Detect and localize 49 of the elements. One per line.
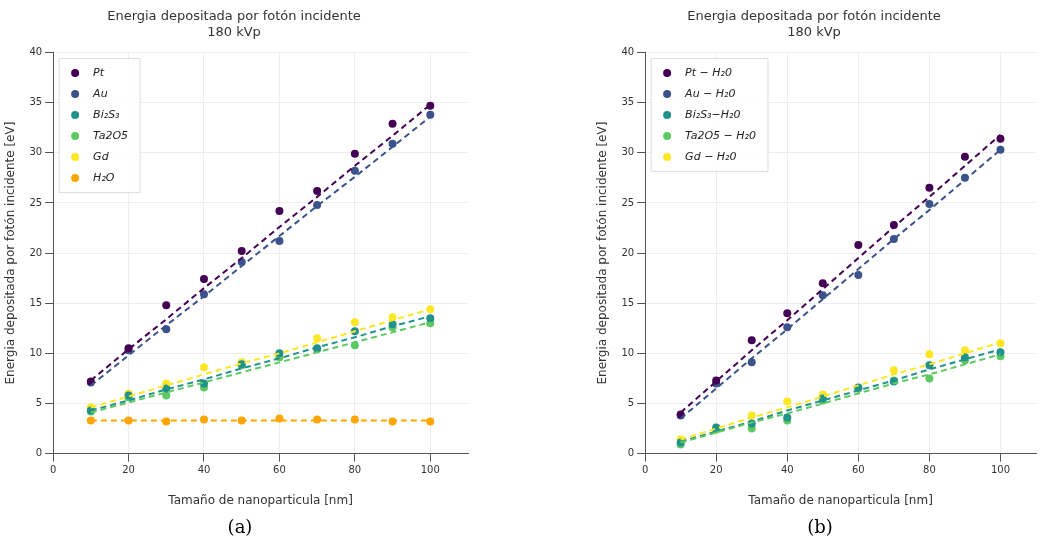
y-tick-label: 40 (621, 46, 635, 58)
y-tick-label: 10 (29, 346, 43, 358)
legend-label: Pt − H₂0 (685, 65, 732, 79)
y-tick-label: 20 (29, 246, 43, 258)
y-tick-label: 30 (29, 146, 43, 158)
y-tick-label: 25 (621, 196, 635, 208)
chart-title: Energia depositada por fotón incidente 180 kVp (107, 7, 361, 39)
legend-label: Pt (93, 65, 105, 79)
legend-label: Bi₂S₃ (93, 107, 121, 121)
y-tick-label: 25 (29, 196, 43, 208)
y-tick-label: 15 (621, 296, 635, 308)
x-tick-label: 40 (197, 464, 211, 476)
x-axis-title: Tamaño de nanoparticula [nm] (747, 492, 933, 507)
x-axis-title: Tamaño de nanoparticula [nm] (167, 492, 353, 507)
y-tick-label: 20 (621, 246, 635, 258)
y-tick-label: 30 (621, 146, 635, 158)
y-tick-label: 5 (627, 397, 635, 409)
x-tick-label: 80 (923, 464, 936, 476)
x-tick-label: 40 (780, 464, 794, 476)
y-tick-label: 0 (627, 447, 635, 459)
x-tick-label: 0 (49, 464, 57, 476)
legend-label: Gd − H₂0 (685, 149, 737, 163)
y-tick-label: 35 (29, 96, 43, 108)
legend-label: H₂O (93, 170, 115, 184)
text: (a) (226, 516, 254, 537)
legend-label: Ta2O5 (93, 128, 129, 142)
chart-title: Energia depositada por fotón incidente 180 kVp (687, 7, 941, 39)
y-tick-label: 35 (621, 96, 635, 108)
x-tick-label: 60 (273, 464, 286, 476)
legend-label: Bi₂S₃−H₂0 (685, 107, 741, 121)
x-tick-label: 100 (420, 464, 440, 476)
y-tick-label: 5 (35, 397, 43, 409)
y-tick-label: 10 (621, 346, 635, 358)
x-tick-label: 60 (851, 464, 865, 476)
x-tick-label: 20 (709, 464, 723, 476)
y-axis-title: Energia depositada por fotón incidente [eV] (595, 121, 610, 385)
y-axis-title: Energia depositada por fotón incidente [eV] (3, 121, 18, 385)
y-tick-label: 0 (35, 447, 43, 459)
y-tick-label: 15 (29, 296, 43, 308)
legend-label: Gd (93, 149, 110, 163)
x-tick-label: 20 (122, 464, 135, 476)
legend-label: Au − H₂0 (684, 86, 736, 100)
text: (b) (806, 516, 834, 537)
legend-label: Au (92, 86, 108, 100)
legend-label: Ta2O5 − H₂0 (685, 128, 756, 142)
y-tick-label: 40 (29, 46, 43, 58)
x-tick-label: 80 (348, 464, 362, 476)
x-tick-label: 100 (990, 464, 1011, 476)
x-tick-label: 0 (641, 464, 649, 476)
